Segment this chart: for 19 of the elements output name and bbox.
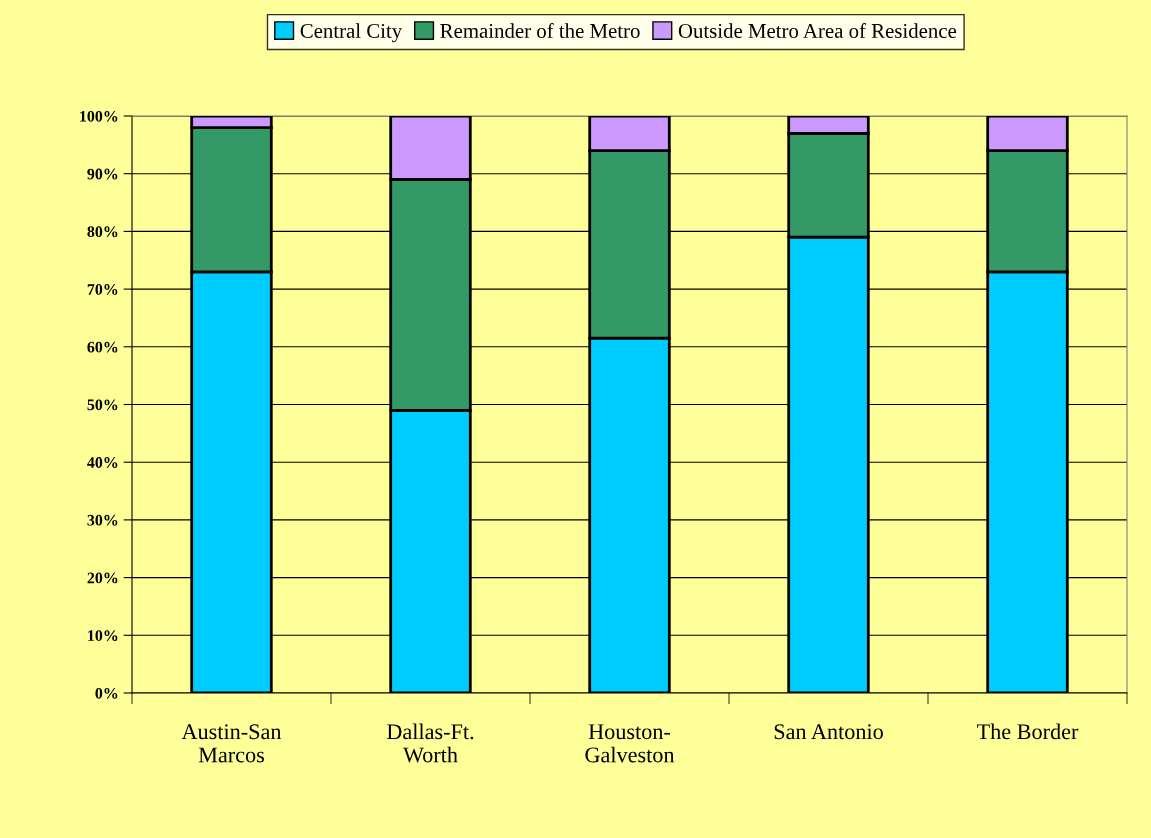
x-tick-label: Houston- Galveston bbox=[585, 724, 675, 763]
y-tick-label: 80% bbox=[87, 226, 118, 238]
y-tick-label: 100% bbox=[80, 110, 118, 122]
legend-label: Central City bbox=[300, 23, 403, 43]
y-tick-label: 90% bbox=[87, 168, 118, 180]
y-tick-label: 70% bbox=[87, 284, 118, 295]
y-tick-label: 30% bbox=[87, 514, 118, 526]
y-tick-label: 60% bbox=[87, 341, 118, 353]
x-tick-label: Austin-San Marcos bbox=[181, 724, 282, 763]
x-tick-label: The Border bbox=[977, 723, 1079, 740]
x-tick-label: Dallas-Ft. Worth bbox=[387, 723, 474, 763]
legend-label: Outside Metro Area of Residence bbox=[678, 23, 957, 38]
y-tick-label: 0% bbox=[95, 687, 118, 699]
y-tick-label: 20% bbox=[87, 572, 118, 584]
y-tick-label: 10% bbox=[88, 630, 118, 642]
x-tick-label: San Antonio bbox=[774, 724, 883, 740]
y-tick-label: 50% bbox=[87, 399, 118, 411]
y-tick-label: 40% bbox=[87, 457, 118, 468]
legend-label: Remainder of the Metro bbox=[440, 23, 640, 38]
